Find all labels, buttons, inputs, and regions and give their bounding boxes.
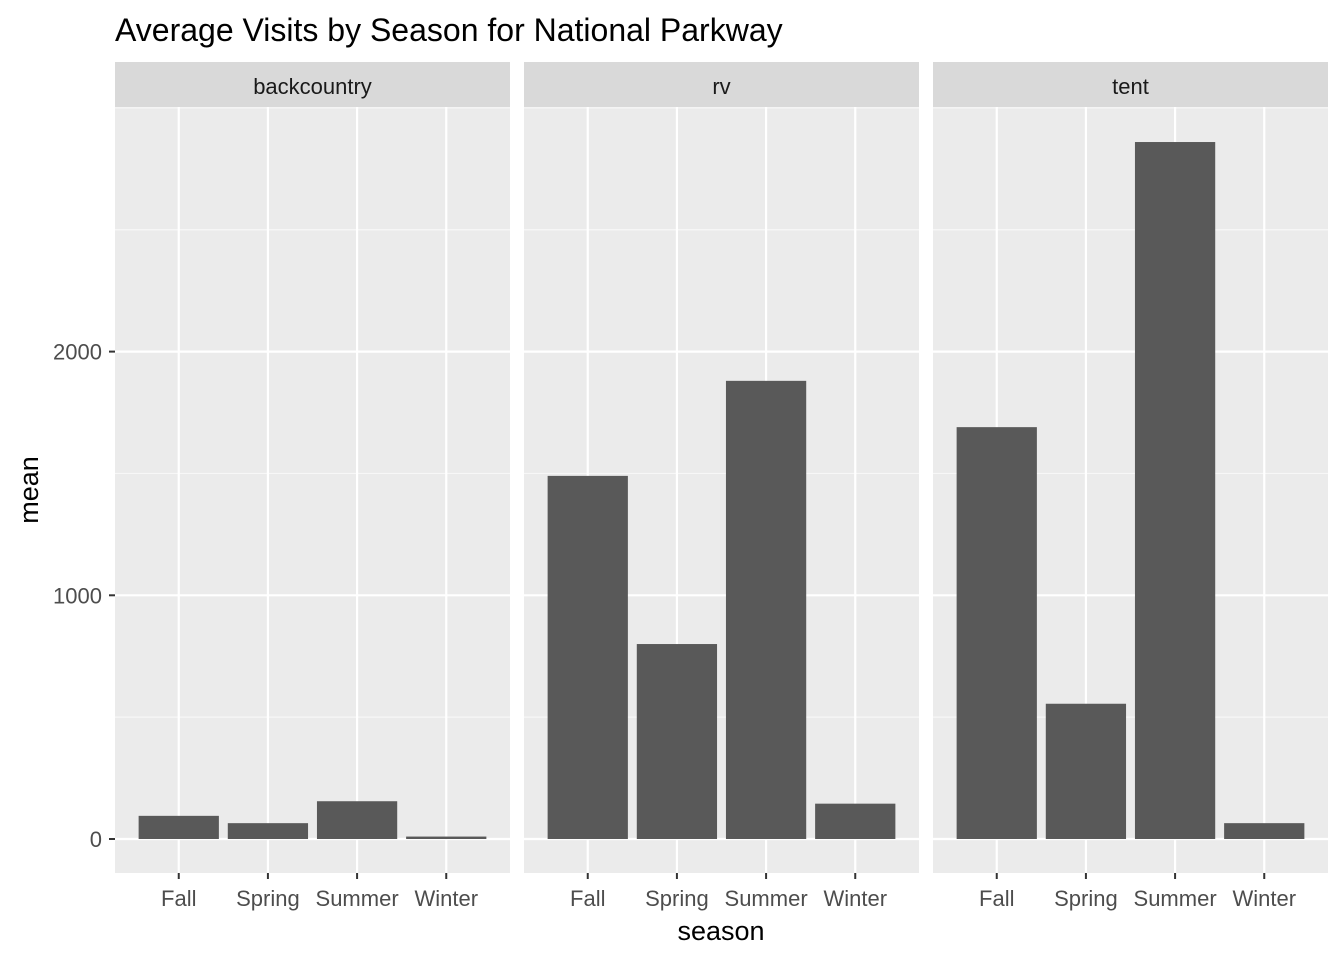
facet-panel-tent: tent Fall Spring Summer Winter bbox=[933, 62, 1328, 911]
x-tick-label: Spring bbox=[236, 886, 300, 911]
facet-panel-rv: rv Fall Spring Summer Winter bbox=[524, 62, 919, 911]
bar-tent-spring bbox=[1045, 703, 1127, 839]
bar-backcountry-spring bbox=[227, 823, 309, 839]
bar-backcountry-fall bbox=[138, 815, 219, 839]
facet-strip-label: rv bbox=[712, 74, 730, 99]
facet-strip bbox=[524, 62, 919, 107]
y-axis: 0 1000 2000 bbox=[53, 340, 115, 852]
bar-rv-winter bbox=[815, 803, 896, 839]
x-tick-label: Fall bbox=[570, 886, 605, 911]
x-tick-label: Spring bbox=[1054, 886, 1118, 911]
x-tick-label: Winter bbox=[1232, 886, 1296, 911]
x-tick-label: Summer bbox=[316, 886, 399, 911]
chart-title: Average Visits by Season for National Pa… bbox=[115, 12, 783, 48]
bar-rv-spring bbox=[636, 644, 718, 839]
facet-panel-backcountry: backcountry Fall Spring Summer Winter bbox=[115, 62, 510, 911]
bar-backcountry-summer bbox=[316, 801, 398, 839]
bar-tent-fall bbox=[956, 427, 1037, 839]
panel-background bbox=[115, 107, 510, 873]
bar-tent-summer bbox=[1134, 142, 1216, 839]
bar-backcountry-winter bbox=[406, 836, 487, 839]
x-axis-title: season bbox=[677, 916, 764, 946]
facet-strip-label: tent bbox=[1112, 74, 1149, 99]
facet-strip bbox=[933, 62, 1328, 107]
facet-strip bbox=[115, 62, 510, 107]
bar-tent-winter bbox=[1224, 823, 1305, 839]
x-tick-label: Summer bbox=[725, 886, 808, 911]
y-tick-label: 2000 bbox=[53, 340, 102, 365]
facet-strip-label: backcountry bbox=[253, 74, 372, 99]
x-tick-label: Winter bbox=[823, 886, 887, 911]
bar-rv-summer bbox=[725, 380, 807, 839]
x-tick-label: Winter bbox=[414, 886, 478, 911]
y-axis-title: mean bbox=[14, 456, 44, 524]
bar-rv-fall bbox=[547, 475, 628, 839]
y-tick-label: 1000 bbox=[53, 583, 102, 608]
x-tick-label: Fall bbox=[161, 886, 196, 911]
facet-panels: backcountry Fall Spring Summer Winter rv Fall S… bbox=[115, 62, 1328, 911]
x-tick-label: Spring bbox=[645, 886, 709, 911]
y-tick-label: 0 bbox=[90, 827, 102, 852]
x-tick-label: Fall bbox=[979, 886, 1014, 911]
x-tick-label: Summer bbox=[1134, 886, 1217, 911]
